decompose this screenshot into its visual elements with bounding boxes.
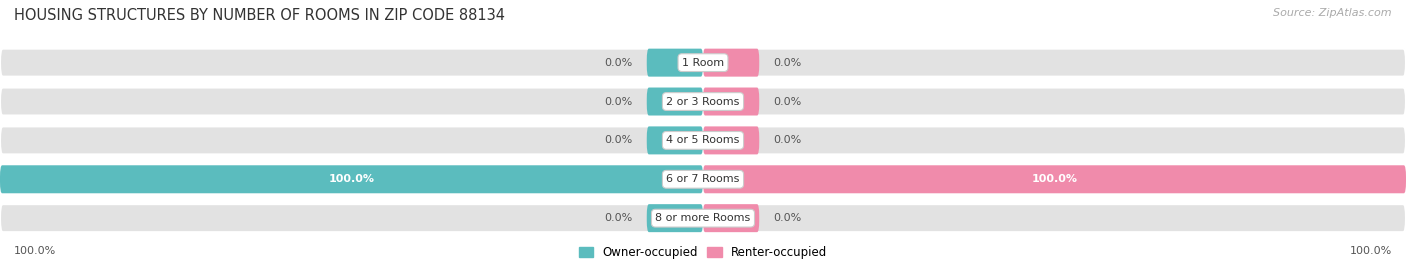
FancyBboxPatch shape <box>0 126 703 154</box>
Text: 0.0%: 0.0% <box>605 96 633 107</box>
Text: 4 or 5 Rooms: 4 or 5 Rooms <box>666 135 740 146</box>
FancyBboxPatch shape <box>647 126 703 154</box>
FancyBboxPatch shape <box>0 87 703 116</box>
FancyBboxPatch shape <box>0 204 703 232</box>
Text: 100.0%: 100.0% <box>1032 174 1077 184</box>
Text: 0.0%: 0.0% <box>773 135 801 146</box>
Text: 100.0%: 100.0% <box>1350 247 1392 256</box>
Text: 0.0%: 0.0% <box>605 58 633 68</box>
Text: 100.0%: 100.0% <box>14 247 56 256</box>
FancyBboxPatch shape <box>703 204 759 232</box>
Text: 8 or more Rooms: 8 or more Rooms <box>655 213 751 223</box>
FancyBboxPatch shape <box>647 204 703 232</box>
Text: Source: ZipAtlas.com: Source: ZipAtlas.com <box>1274 8 1392 18</box>
FancyBboxPatch shape <box>703 87 759 116</box>
Text: 100.0%: 100.0% <box>329 174 374 184</box>
FancyBboxPatch shape <box>0 165 703 193</box>
FancyBboxPatch shape <box>703 87 1406 116</box>
Text: 0.0%: 0.0% <box>773 213 801 223</box>
Text: 0.0%: 0.0% <box>773 58 801 68</box>
FancyBboxPatch shape <box>0 165 703 193</box>
FancyBboxPatch shape <box>703 49 759 77</box>
Text: 0.0%: 0.0% <box>605 213 633 223</box>
FancyBboxPatch shape <box>647 49 703 77</box>
FancyBboxPatch shape <box>703 165 1406 193</box>
FancyBboxPatch shape <box>703 49 1406 77</box>
FancyBboxPatch shape <box>703 126 1406 154</box>
Text: 6 or 7 Rooms: 6 or 7 Rooms <box>666 174 740 184</box>
Legend: Owner-occupied, Renter-occupied: Owner-occupied, Renter-occupied <box>579 246 827 259</box>
Text: 2 or 3 Rooms: 2 or 3 Rooms <box>666 96 740 107</box>
FancyBboxPatch shape <box>647 87 703 116</box>
FancyBboxPatch shape <box>703 165 1406 193</box>
Text: 0.0%: 0.0% <box>605 135 633 146</box>
Text: 0.0%: 0.0% <box>773 96 801 107</box>
FancyBboxPatch shape <box>0 49 703 77</box>
FancyBboxPatch shape <box>703 126 759 154</box>
FancyBboxPatch shape <box>703 204 1406 232</box>
Text: 1 Room: 1 Room <box>682 58 724 68</box>
Text: HOUSING STRUCTURES BY NUMBER OF ROOMS IN ZIP CODE 88134: HOUSING STRUCTURES BY NUMBER OF ROOMS IN… <box>14 8 505 23</box>
